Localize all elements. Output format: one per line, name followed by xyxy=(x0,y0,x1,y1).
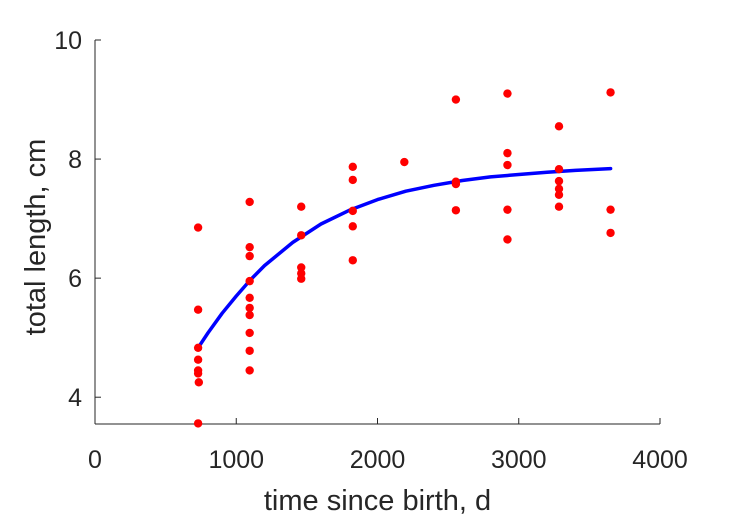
data-point xyxy=(245,251,254,261)
data-point xyxy=(193,419,203,428)
data-point xyxy=(503,235,512,244)
data-point xyxy=(193,223,203,232)
data-point xyxy=(606,205,615,214)
data-point xyxy=(245,276,254,286)
data-point xyxy=(194,378,204,387)
data-point xyxy=(245,242,254,252)
data-point xyxy=(245,310,254,320)
data-point xyxy=(297,231,306,240)
data-point xyxy=(400,157,409,167)
x-tick-label: 3000 xyxy=(491,446,547,474)
data-point xyxy=(348,175,357,185)
data-point xyxy=(348,256,357,265)
data-point xyxy=(348,222,357,231)
data-point xyxy=(245,197,254,207)
data-point xyxy=(245,303,254,313)
x-axis-label: time since birth, d xyxy=(264,485,491,517)
data-point xyxy=(554,190,564,199)
x-tick-label: 0 xyxy=(88,446,102,474)
y-tick-label: 6 xyxy=(68,265,82,293)
data-point xyxy=(554,184,564,194)
data-point xyxy=(193,369,203,378)
data-point xyxy=(193,355,203,364)
x-ticks: 0 1000 2000 3000 4000 xyxy=(88,418,688,474)
data-point xyxy=(503,160,512,170)
data-point xyxy=(451,95,461,104)
data-point xyxy=(193,305,203,314)
data-point xyxy=(245,346,254,355)
y-tick-label: 8 xyxy=(68,146,82,174)
data-point xyxy=(451,179,461,189)
y-axis-label: total length, cm xyxy=(20,139,52,336)
data-point xyxy=(503,205,512,214)
x-tick-label: 2000 xyxy=(350,446,406,474)
data-point xyxy=(503,148,512,158)
y-ticks: 4 6 8 10 xyxy=(54,27,101,412)
y-tick-label: 10 xyxy=(54,27,82,55)
data-point xyxy=(606,228,615,238)
data-point xyxy=(554,202,564,211)
data-point xyxy=(554,176,564,186)
x-tick-label: 4000 xyxy=(632,446,688,474)
data-point xyxy=(348,206,357,216)
data-point xyxy=(451,206,461,215)
data-point xyxy=(297,274,306,283)
data-point xyxy=(606,88,615,97)
x-tick-label: 1000 xyxy=(208,446,264,474)
data-point xyxy=(245,328,254,338)
data-point xyxy=(297,263,306,272)
fit-curve xyxy=(196,166,613,350)
data-point xyxy=(297,202,306,211)
data-point xyxy=(245,366,254,375)
data-points xyxy=(193,88,615,428)
data-point xyxy=(554,122,564,131)
data-point xyxy=(193,343,203,352)
data-point xyxy=(503,89,512,98)
axes xyxy=(94,40,660,425)
data-point xyxy=(245,293,254,302)
data-point xyxy=(554,164,564,174)
data-point xyxy=(348,162,357,172)
y-tick-label: 4 xyxy=(68,384,82,412)
